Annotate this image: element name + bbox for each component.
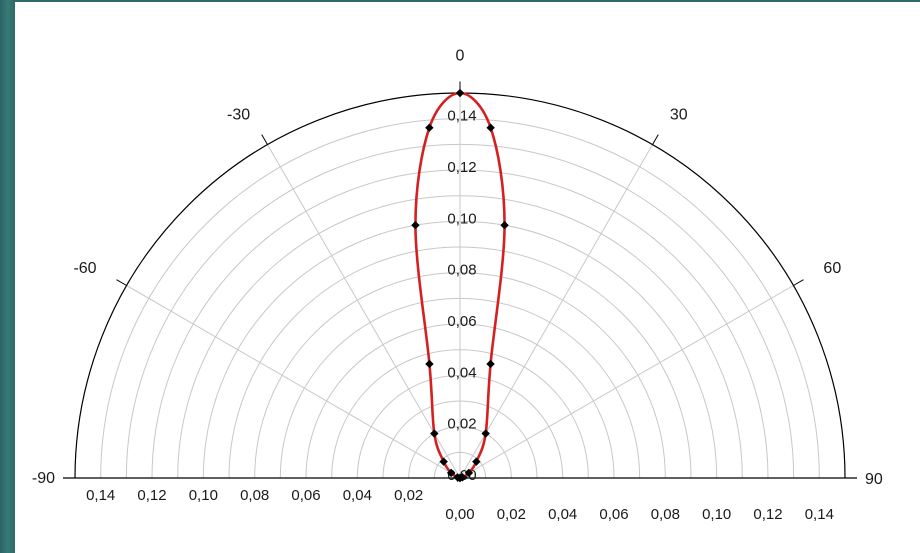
- radial-label-left: 0,14: [86, 487, 115, 504]
- radial-label-left: 0,12: [137, 487, 166, 504]
- radial-label-right: 0,02: [497, 506, 526, 523]
- radial-label-vertical: 0,04: [447, 364, 476, 381]
- grid-spoke: [267, 144, 461, 479]
- radial-labels-left: 0,02 0,04 0,06 0,08 0,10 0,12 0,14: [86, 487, 423, 504]
- radial-label-vertical: 0,06: [447, 313, 476, 330]
- grid-spoke: [459, 144, 653, 479]
- data-point: [439, 457, 448, 466]
- radial-label-right: 0,06: [599, 506, 628, 523]
- angle-labels: -90 -60 -30 0 30 60 90: [32, 47, 883, 488]
- angle-tick: [793, 279, 804, 286]
- radial-label-left: 0,04: [343, 487, 372, 504]
- data-point: [430, 429, 439, 438]
- data-point: [446, 468, 456, 478]
- radial-label-left: 0,06: [291, 487, 320, 504]
- data-point: [455, 88, 465, 98]
- radial-label-vertical: 0,10: [447, 210, 476, 227]
- data-point: [486, 123, 495, 132]
- angle-label: -30: [227, 107, 250, 124]
- data-point: [481, 429, 490, 438]
- angle-label: -60: [73, 260, 96, 277]
- angle-tick: [116, 279, 127, 286]
- radial-label-right: 0,10: [702, 506, 731, 523]
- angle-tick: [652, 134, 659, 145]
- data-point: [472, 457, 481, 466]
- data-point: [425, 359, 434, 369]
- series-markers: [411, 88, 509, 483]
- angle-label: -90: [32, 470, 55, 487]
- radial-label-left: 0,02: [394, 487, 423, 504]
- radial-labels-vertical: 0,000,020,040,060,080,100,120,14: [447, 108, 476, 484]
- radial-label-vertical: 0,08: [447, 262, 476, 279]
- radial-label-left: 0,10: [189, 487, 218, 504]
- chart-panel: -90 -60 -30 0 30 60 90 0,02 0,04 0,06 0,08 0,10 0,1…: [15, 2, 920, 553]
- data-point: [486, 359, 495, 369]
- grid-spoke: [126, 285, 461, 479]
- angle-label: 30: [670, 107, 688, 124]
- radial-label-right: 0,04: [548, 506, 577, 523]
- radial-label-left: 0,08: [240, 487, 269, 504]
- angle-tick: [261, 134, 268, 145]
- data-point: [425, 123, 434, 132]
- radial-label-right: 0,00: [445, 506, 474, 523]
- data-point: [411, 221, 420, 230]
- radial-label-vertical: 0,12: [447, 159, 476, 176]
- data-point: [500, 221, 509, 230]
- angular-grid: [126, 93, 794, 479]
- angle-label: 0: [456, 47, 465, 64]
- radial-label-vertical: 0,02: [447, 416, 476, 433]
- radial-label-right: 0,12: [753, 506, 782, 523]
- angle-label: 90: [865, 471, 883, 488]
- polar-chart: -90 -60 -30 0 30 60 90 0,02 0,04 0,06 0,08 0,10 0,1…: [32, 47, 883, 523]
- data-point: [464, 468, 474, 478]
- data-point: [455, 473, 465, 483]
- radial-label-vertical: 0,14: [447, 108, 476, 125]
- grid-spoke: [459, 285, 794, 479]
- radial-label-right: 0,14: [805, 506, 834, 523]
- radial-label-right: 0,08: [651, 506, 680, 523]
- angle-label: 60: [823, 260, 841, 277]
- radial-labels-right: 0,00 0,02 0,04 0,06 0,08 0,10 0,12 0,14: [445, 506, 834, 523]
